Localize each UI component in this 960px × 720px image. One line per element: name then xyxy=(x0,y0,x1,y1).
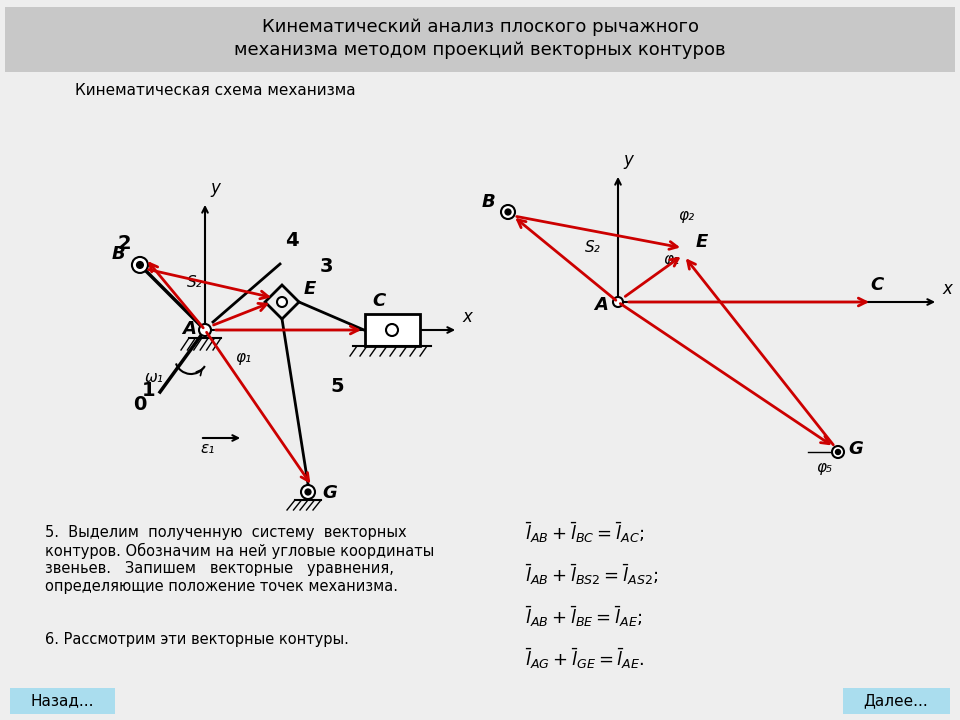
Text: 4: 4 xyxy=(285,231,299,250)
Circle shape xyxy=(832,446,844,458)
Text: E: E xyxy=(696,233,708,251)
Bar xyxy=(10,688,115,714)
Text: S₂: S₂ xyxy=(186,276,203,290)
Text: G: G xyxy=(848,440,863,458)
Circle shape xyxy=(501,205,515,219)
Bar xyxy=(365,314,420,346)
Text: $\bar{l}_{AG}+\bar{l}_{GE}=\bar{l}_{AE}$.: $\bar{l}_{AG}+\bar{l}_{GE}=\bar{l}_{AE}$… xyxy=(525,646,645,670)
Text: y: y xyxy=(210,179,220,197)
Text: A: A xyxy=(182,320,196,338)
Text: $\bar{l}_{AB}+\bar{l}_{BC}=\bar{l}_{AC}$;: $\bar{l}_{AB}+\bar{l}_{BC}=\bar{l}_{AC}$… xyxy=(525,520,644,544)
Text: E: E xyxy=(304,280,316,298)
Text: 0: 0 xyxy=(133,395,146,414)
Text: A: A xyxy=(594,296,608,314)
Text: $\bar{l}_{AB}+\bar{l}_{BS2}=\bar{l}_{AS2}$;: $\bar{l}_{AB}+\bar{l}_{BS2}=\bar{l}_{AS2… xyxy=(525,562,659,587)
Bar xyxy=(5,7,955,72)
Circle shape xyxy=(136,261,143,269)
Text: C: C xyxy=(372,292,385,310)
Circle shape xyxy=(305,489,311,495)
Text: механизма методом проекций векторных контуров: механизма методом проекций векторных кон… xyxy=(234,41,726,59)
Text: Назад...: Назад... xyxy=(31,693,94,708)
Text: G: G xyxy=(322,484,337,502)
Text: ε₁: ε₁ xyxy=(200,441,214,456)
Text: C: C xyxy=(870,276,883,294)
Circle shape xyxy=(199,324,211,336)
Text: φ₅: φ₅ xyxy=(816,460,832,475)
Text: Кинематический анализ плоского рычажного: Кинематический анализ плоского рычажного xyxy=(261,18,699,36)
Text: φ₂: φ₂ xyxy=(678,208,694,223)
Text: φ₁: φ₁ xyxy=(663,252,679,267)
Text: S₂: S₂ xyxy=(585,240,601,255)
Circle shape xyxy=(505,209,511,215)
Text: 3: 3 xyxy=(320,257,333,276)
Text: D: D xyxy=(404,320,419,338)
Text: 5.  Выделим  полученную  систему  векторных
контуров. Обозначим на ней угловые к: 5. Выделим полученную систему векторных … xyxy=(45,525,434,593)
Text: y: y xyxy=(623,151,633,169)
Text: 2: 2 xyxy=(118,234,132,253)
Text: 1: 1 xyxy=(142,381,156,400)
Circle shape xyxy=(613,297,623,307)
Text: B: B xyxy=(482,193,495,211)
Circle shape xyxy=(301,485,315,499)
Text: B: B xyxy=(112,245,126,263)
Circle shape xyxy=(277,297,287,307)
Circle shape xyxy=(132,257,148,273)
Text: 6. Рассмотрим эти векторные контуры.: 6. Рассмотрим эти векторные контуры. xyxy=(45,632,348,647)
Text: x: x xyxy=(462,308,472,326)
Text: ω₁: ω₁ xyxy=(145,370,164,385)
Text: 5: 5 xyxy=(330,377,344,396)
Text: φ₁: φ₁ xyxy=(235,350,252,365)
Circle shape xyxy=(386,324,398,336)
Text: $\bar{l}_{AB}+\bar{l}_{BE}=\bar{l}_{AE}$;: $\bar{l}_{AB}+\bar{l}_{BE}=\bar{l}_{AE}$… xyxy=(525,604,642,629)
Text: Кинематическая схема механизма: Кинематическая схема механизма xyxy=(75,83,355,97)
Circle shape xyxy=(835,449,841,454)
Text: Далее...: Далее... xyxy=(864,693,928,708)
Text: x: x xyxy=(942,280,952,298)
Bar xyxy=(843,688,950,714)
